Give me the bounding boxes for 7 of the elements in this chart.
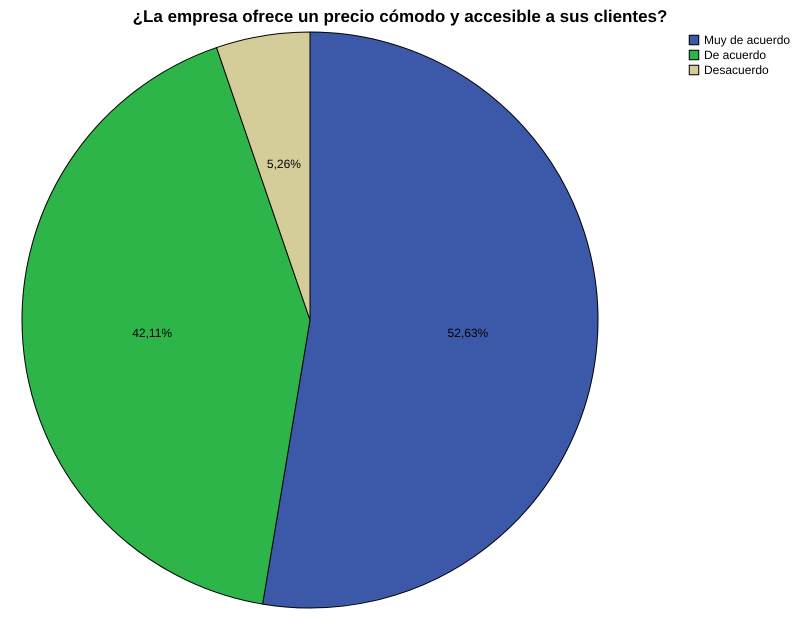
data-label: 52,63% xyxy=(448,326,489,340)
chart-title: ¿La empresa ofrece un precio cómodo y accesible a sus clientes? xyxy=(132,7,668,26)
data-label: 42,11% xyxy=(132,326,172,340)
legend-label: Desacuerdo xyxy=(704,63,770,77)
data-label: 5,26% xyxy=(266,156,302,171)
legend-label: De acuerdo xyxy=(704,48,766,62)
legend-label: Muy de acuerdo xyxy=(704,33,790,47)
